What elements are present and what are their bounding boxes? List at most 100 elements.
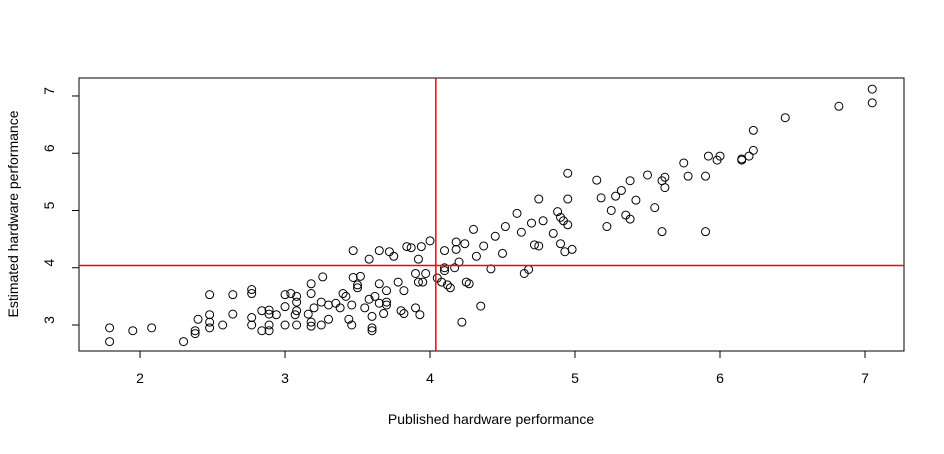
point [780, 113, 790, 123]
point [660, 183, 670, 193]
point [548, 228, 558, 238]
point [374, 246, 384, 256]
point [498, 248, 508, 258]
point [563, 194, 573, 204]
point [460, 239, 470, 249]
point [529, 240, 539, 250]
point [834, 101, 844, 111]
point [205, 317, 215, 327]
y-axis-label: Estimated hardware performance [5, 110, 21, 317]
point [451, 237, 461, 247]
point [247, 313, 257, 323]
point [360, 303, 370, 313]
point [374, 298, 384, 308]
point [396, 306, 406, 316]
point [450, 263, 460, 273]
x-tick-label: 4 [426, 370, 434, 386]
point [335, 303, 345, 313]
point [393, 277, 403, 287]
point [364, 294, 374, 304]
point [451, 244, 461, 254]
point [264, 305, 274, 315]
point [292, 297, 302, 307]
x-axis-label: Published hardware performance [388, 411, 594, 427]
point [625, 214, 635, 224]
point [347, 320, 357, 330]
point [534, 194, 544, 204]
point [471, 251, 481, 261]
point [461, 277, 471, 287]
point [331, 298, 341, 308]
point [324, 314, 334, 324]
point [418, 277, 428, 287]
point [286, 289, 296, 299]
point [370, 291, 380, 301]
point [382, 297, 392, 307]
point [303, 309, 313, 319]
point [257, 326, 267, 336]
point [567, 244, 577, 254]
point [347, 300, 357, 310]
point [442, 280, 452, 290]
point [290, 310, 300, 320]
point [324, 300, 334, 310]
point [660, 172, 670, 182]
point [389, 251, 399, 261]
point [364, 254, 374, 264]
point [512, 208, 522, 218]
point [867, 84, 877, 94]
point [382, 300, 392, 310]
point [413, 254, 423, 264]
point [292, 306, 302, 316]
point [425, 236, 435, 246]
point [464, 279, 474, 289]
point [280, 290, 290, 300]
point [367, 326, 377, 336]
point [416, 242, 426, 252]
point [643, 170, 653, 180]
x-tick-label: 3 [281, 370, 289, 386]
x-tick-label: 5 [571, 370, 579, 386]
point [193, 314, 203, 324]
point [490, 231, 500, 241]
point [205, 323, 215, 333]
point [374, 279, 384, 289]
point [105, 323, 115, 333]
plot-frame [78, 77, 905, 352]
point [353, 280, 363, 290]
point [553, 207, 563, 217]
point [399, 286, 409, 296]
point [715, 151, 725, 161]
point [247, 285, 257, 295]
point [616, 185, 626, 195]
point [457, 317, 467, 327]
point [247, 289, 257, 299]
point [411, 268, 421, 278]
point [292, 320, 302, 330]
point [683, 171, 693, 181]
point [190, 326, 200, 336]
y-tick-label: 6 [41, 144, 57, 152]
point [437, 277, 447, 287]
point [500, 222, 510, 232]
point [179, 337, 189, 347]
point [406, 243, 416, 253]
point [379, 309, 389, 319]
point [476, 301, 486, 311]
y-tick-label: 4 [41, 259, 57, 267]
point [228, 309, 238, 319]
point [563, 168, 573, 178]
point [867, 98, 877, 108]
point [384, 247, 394, 257]
point [105, 337, 115, 347]
point [534, 241, 544, 251]
point [341, 291, 351, 301]
point [516, 227, 526, 237]
point [611, 191, 621, 201]
point [440, 266, 450, 276]
point [344, 314, 354, 324]
point [411, 303, 421, 313]
point [445, 283, 455, 293]
point [264, 320, 274, 330]
y-tick-label: 5 [41, 201, 57, 209]
